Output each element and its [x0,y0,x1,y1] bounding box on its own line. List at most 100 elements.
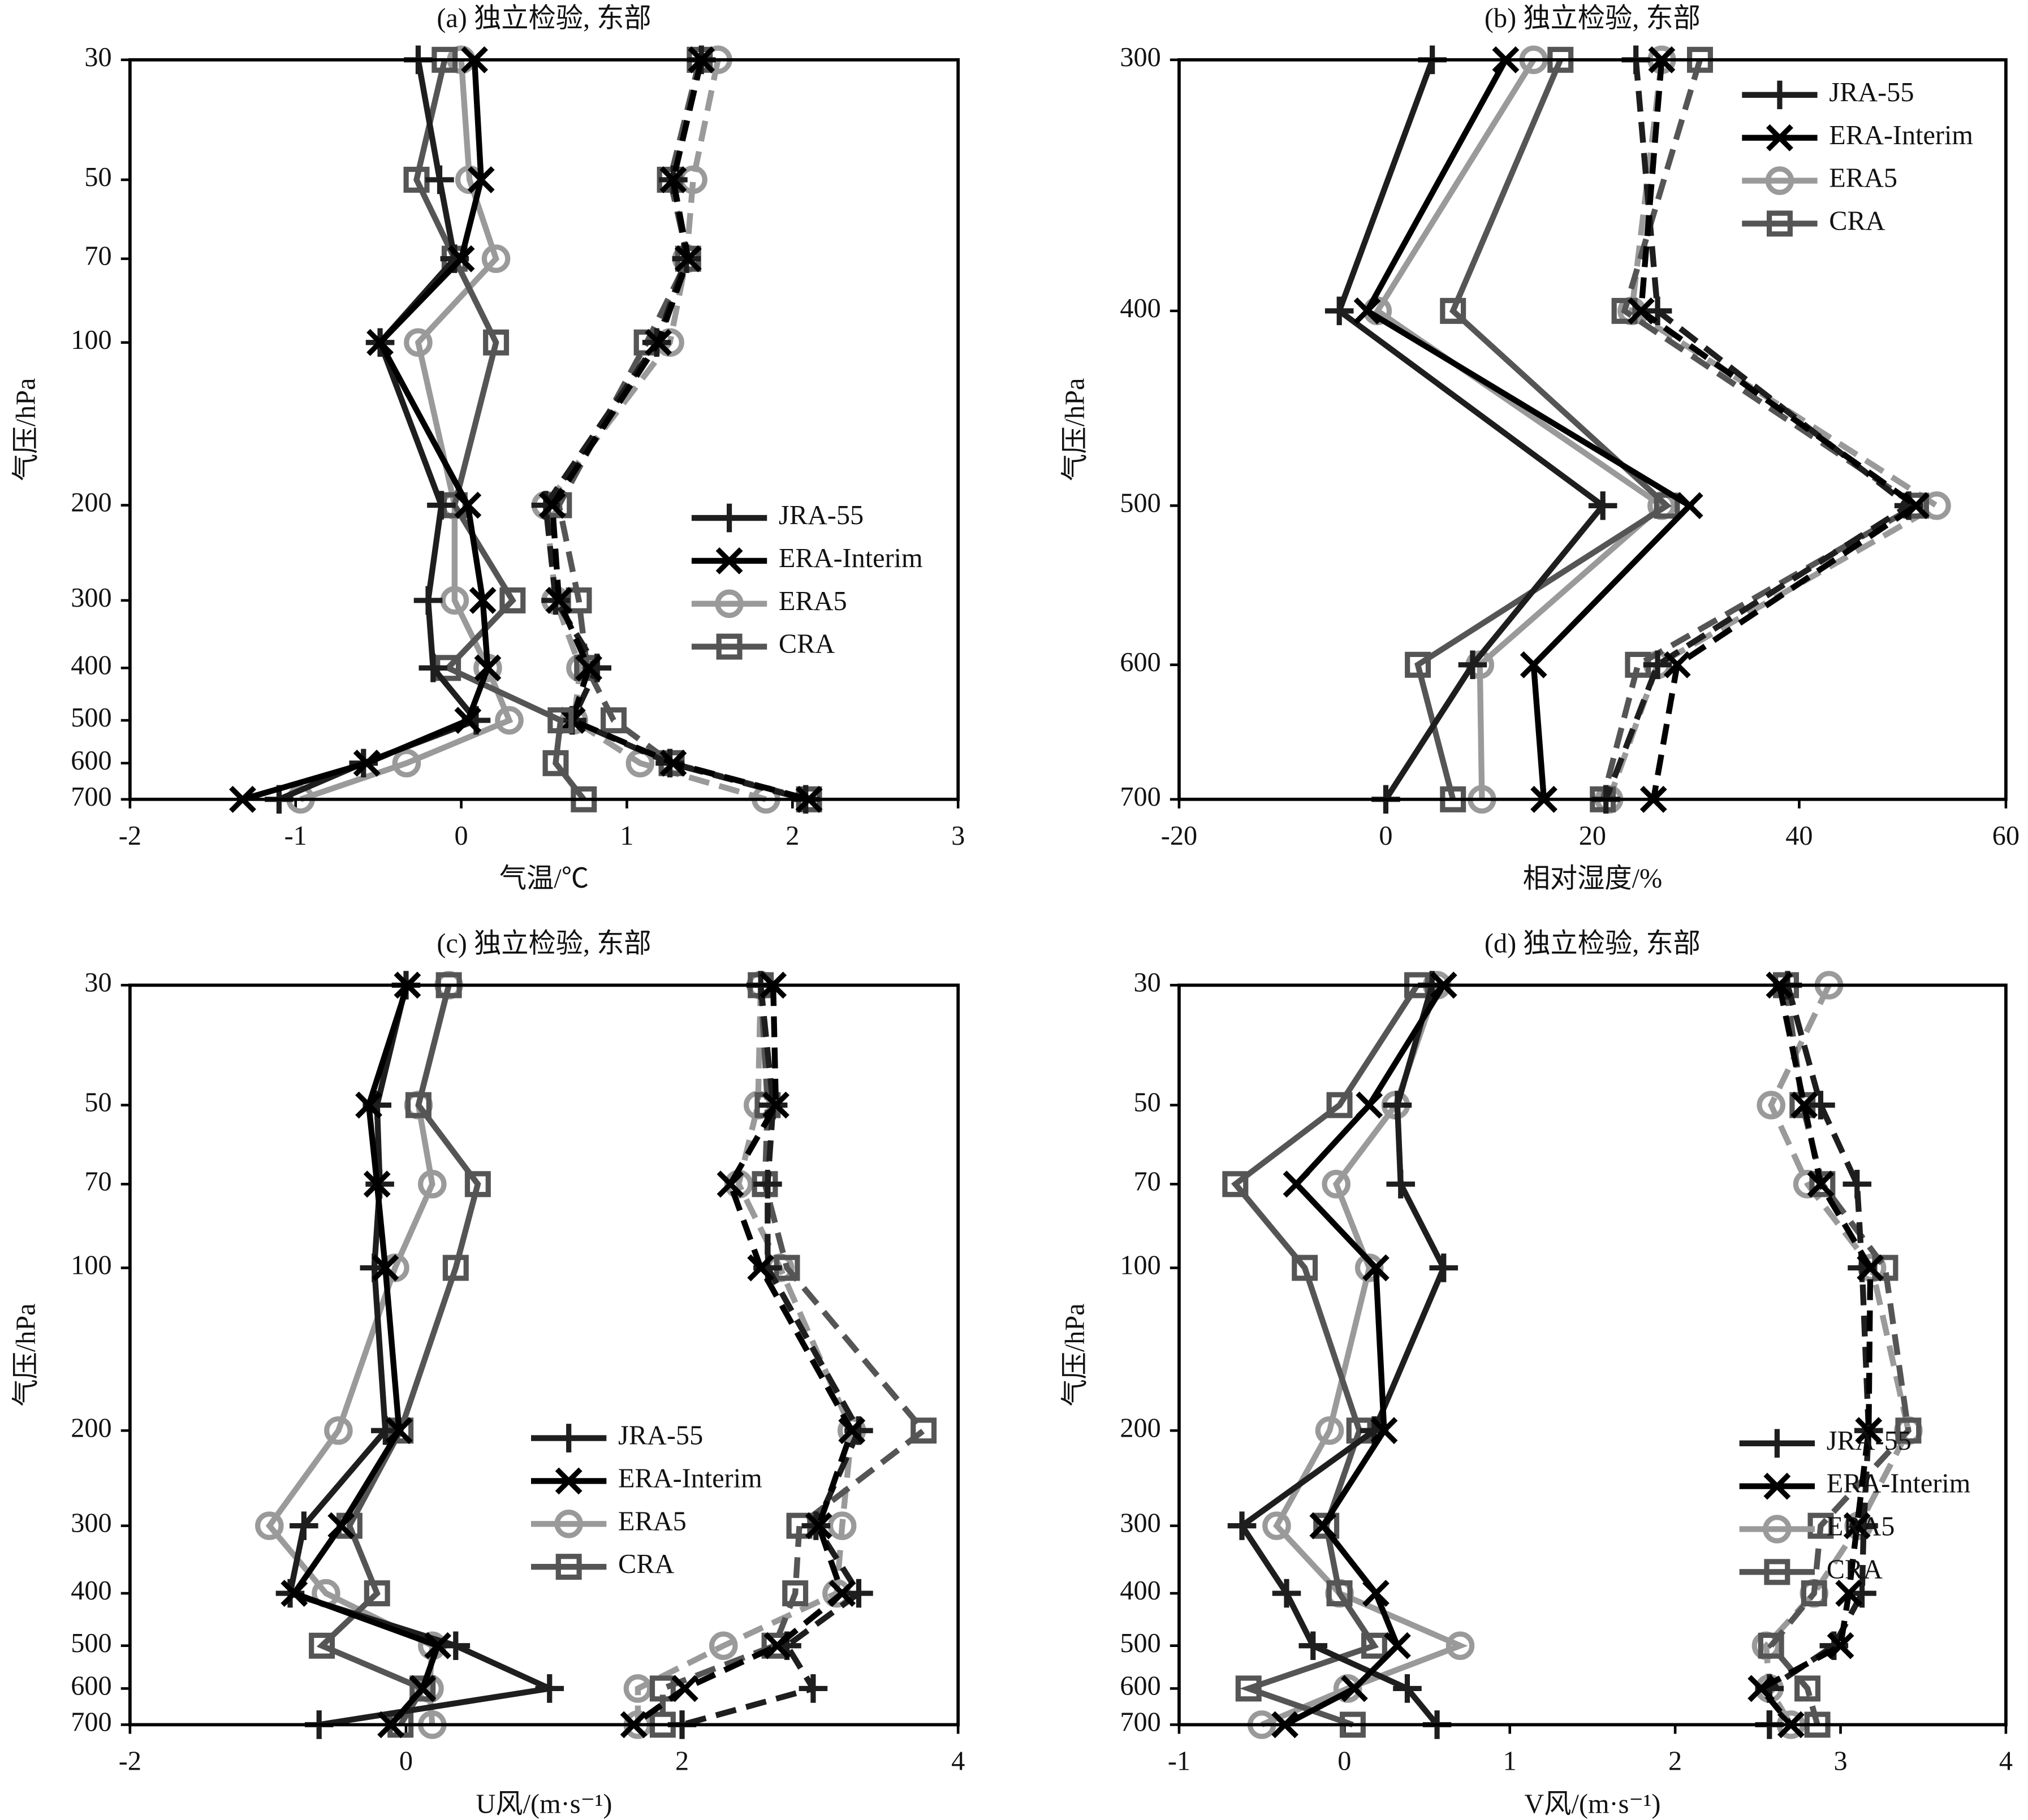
marker [424,1632,452,1659]
marker-shape [601,707,627,734]
marker-shape [366,328,394,356]
marker [1801,1580,1827,1607]
marker [427,491,456,520]
marker-shape [554,1510,583,1538]
marker [1333,1674,1362,1703]
marker-shape [1794,1675,1821,1702]
marker-shape [1763,1472,1791,1500]
marker [838,1417,866,1445]
marker [659,166,687,193]
series-line [1283,983,1447,1728]
marker-shape [1843,1170,1872,1199]
marker-shape [1676,492,1703,520]
marker-shape [709,1631,738,1661]
legend-entry: ERA5 [1739,1512,1895,1544]
marker [538,491,566,519]
marker [1643,296,1672,326]
marker [495,706,524,735]
marker [1857,1254,1884,1282]
y-tick-label: 200 [71,1413,111,1443]
marker-shape [545,586,573,614]
marker-shape [1262,1511,1291,1540]
series-line-dashed [549,59,810,802]
marker-shape [454,491,482,519]
marker-shape [372,1254,399,1282]
marker [363,1170,391,1198]
marker [1611,297,1638,324]
marker [324,1416,353,1445]
marker [1429,1253,1459,1282]
marker [1309,1512,1337,1540]
legend-entry: ERA5 [691,586,847,619]
y-tick-label: 300 [71,583,111,613]
marker [366,328,394,356]
series-line [290,984,442,1727]
marker-shape [1663,651,1691,678]
marker-shape [404,328,433,357]
marker-shape [483,329,510,356]
marker-shape [575,654,603,682]
x-axis-label: 气温/℃ [499,864,589,894]
marker-shape [1763,1429,1792,1458]
marker [674,245,702,273]
marker-shape [324,1416,353,1445]
y-tick-label: 30 [84,42,111,72]
y-tick-label: 400 [1120,293,1160,323]
legend-label: JRA-55 [1827,1426,1912,1456]
y-tick-label: 300 [1120,1508,1160,1538]
marker [1763,1429,1792,1458]
y-tick-label: 500 [71,703,111,733]
series-line-dashed [1757,984,1874,1727]
marker [763,1632,791,1659]
marker-shape [1758,1632,1784,1659]
x-tick-label: -1 [284,821,307,851]
marker-shape [425,165,454,194]
marker-shape [447,245,475,273]
marker-shape [535,1674,564,1703]
marker [474,654,502,682]
marker [1827,1632,1854,1659]
marker [1354,1253,1384,1282]
marker-shape [1765,80,1794,110]
y-tick-label: 300 [71,1508,111,1538]
marker [413,586,443,615]
marker-shape [1643,650,1672,680]
marker-shape [1272,1579,1301,1608]
y-tick-label: 500 [1120,488,1160,518]
marker [1627,297,1655,325]
marker [829,1580,856,1607]
y-tick-label: 600 [71,746,111,776]
marker [542,750,569,776]
marker-shape [1309,1512,1337,1540]
marker-shape [495,706,524,735]
panel-title: (c) 独立检验, 东部 [437,929,651,959]
series-line-dashed [542,59,767,802]
legend-label: ERA5 [779,586,847,616]
marker [371,1416,400,1445]
legend-entry: ERA-Interim [1739,1469,1970,1500]
x-axis-label: 相对湿度/% [1523,864,1663,894]
marker-shape [392,749,421,778]
marker [1315,1416,1344,1445]
series-line [413,59,586,801]
marker [1663,651,1691,678]
legend-label: CRA [1827,1554,1883,1584]
marker [1766,124,1793,152]
marker [716,633,743,660]
marker [715,503,744,533]
marker [1765,166,1794,195]
legend-entry: ERA-Interim [531,1464,762,1495]
marker-shape [554,1424,583,1452]
marker [1458,650,1487,680]
marker [425,165,454,194]
marker-shape [1790,1091,1818,1119]
y-tick-label: 70 [84,241,111,271]
marker [535,1674,564,1703]
marker-shape [1383,1632,1411,1659]
marker [405,1092,432,1118]
marker [1386,1170,1416,1199]
y-tick-label: 400 [71,1576,111,1606]
marker-shape [715,589,744,619]
legend-label: JRA-55 [1829,77,1914,107]
marker [1272,1579,1301,1608]
